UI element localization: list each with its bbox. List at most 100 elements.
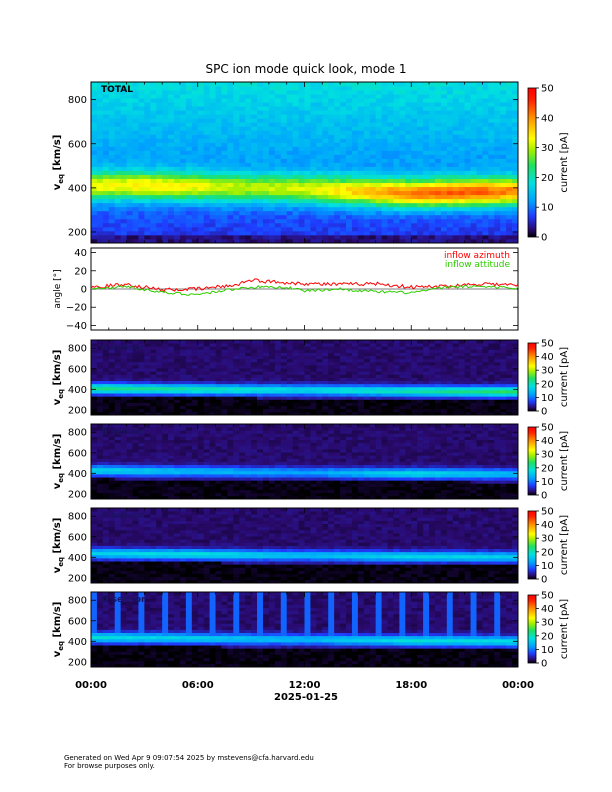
heatmap-cell (393, 194, 400, 200)
heatmap-cell (262, 186, 270, 192)
heatmap-cell (174, 162, 181, 167)
heatmap-cell (209, 352, 216, 357)
heatmap-cell (405, 146, 412, 151)
heatmap-cell (215, 130, 222, 135)
heatmap-cell (126, 210, 133, 216)
heatmap-cell (393, 138, 400, 143)
heatmap-cell (138, 150, 145, 155)
heatmap-cell (411, 393, 418, 397)
heatmap-cell (298, 158, 305, 163)
heatmap-cell (150, 390, 157, 394)
heatmap-cell (482, 402, 489, 407)
heatmap-cell (488, 393, 495, 397)
heatmap-cell (458, 396, 466, 400)
heatmap-cell (322, 190, 329, 196)
heatmap-cell (274, 86, 282, 91)
heatmap-cell (91, 198, 98, 204)
heatmap-cell (239, 396, 246, 400)
heatmap-cell (132, 202, 139, 208)
heatmap-cell (440, 380, 448, 385)
heatmap-cell (126, 358, 133, 363)
heatmap-cell (417, 352, 424, 357)
heatmap-cell (280, 170, 288, 175)
heatmap-cell (411, 402, 418, 407)
heatmap-cell (494, 343, 501, 347)
heatmap-cell (286, 194, 294, 200)
heatmap-cell (298, 399, 305, 403)
heatmap-cell (150, 214, 157, 220)
heatmap-cell (304, 170, 311, 175)
heatmap-cell (132, 230, 139, 236)
heatmap-cell (179, 134, 187, 139)
heatmap-cell (262, 114, 270, 119)
heatmap-cell (375, 146, 382, 151)
heatmap-cell (280, 122, 288, 127)
heatmap-cell (316, 226, 323, 232)
heatmap-cell (476, 94, 483, 99)
heatmap-cell (227, 377, 234, 382)
heatmap-cell (257, 399, 264, 403)
heatmap-cell (482, 390, 489, 394)
heatmap-cell (96, 361, 104, 366)
heatmap-cell (500, 90, 507, 95)
heatmap-cell (91, 486, 98, 491)
colorbar-label: current [pA] (559, 347, 570, 407)
heatmap-cell (150, 170, 157, 175)
heatmap-cell (245, 102, 252, 107)
heatmap-cell (91, 424, 98, 428)
heatmap-cell (174, 358, 181, 363)
heatmap-cell (405, 102, 412, 107)
heatmap-cell (316, 210, 323, 216)
heatmap-cell (286, 210, 294, 216)
heatmap-cell (393, 222, 400, 228)
heatmap-cell (429, 340, 436, 344)
heatmap-cell (215, 383, 222, 388)
heatmap-cell (108, 194, 116, 200)
heatmap-cell (185, 154, 193, 159)
heatmap-cell (274, 386, 282, 391)
heatmap-cell (185, 218, 193, 224)
heatmap-cell (381, 411, 388, 416)
heatmap-cell (494, 90, 501, 95)
heatmap-cell (399, 226, 406, 232)
heatmap-cell (108, 146, 116, 151)
heatmap-cell (114, 402, 122, 407)
heatmap-cell (346, 182, 353, 188)
heatmap-cell (102, 467, 110, 472)
heatmap-cell (150, 402, 157, 407)
heatmap-cell (221, 238, 228, 244)
heatmap-cell (221, 118, 228, 123)
heatmap-cell (446, 352, 454, 357)
heatmap-cell (399, 162, 406, 167)
heatmap-cell (233, 146, 240, 151)
heatmap-cell (274, 349, 282, 353)
heatmap-cell (102, 380, 110, 385)
heatmap-cell (144, 486, 151, 491)
heatmap-cell (233, 166, 240, 171)
heatmap-cell (387, 162, 394, 167)
heatmap-cell (452, 358, 460, 363)
heatmap-cell (393, 340, 400, 344)
heatmap-cell (239, 371, 246, 375)
heatmap-cell (191, 358, 199, 363)
heatmap-cell (446, 396, 454, 400)
heatmap-cell (209, 102, 216, 107)
heatmap-cell (108, 436, 116, 441)
heatmap-cell (227, 390, 234, 394)
heatmap-cell (203, 346, 211, 350)
heatmap-cell (286, 352, 294, 357)
heatmap-cell (363, 118, 371, 123)
heatmap-cell (399, 361, 406, 366)
heatmap-cell (464, 182, 471, 188)
heatmap-cell (150, 150, 157, 155)
heatmap-cell (363, 355, 371, 360)
heatmap-cell (488, 162, 495, 167)
heatmap-cell (251, 194, 258, 200)
heatmap-cell (405, 230, 412, 236)
heatmap-cell (209, 114, 216, 119)
heatmap-cell (91, 408, 98, 413)
heatmap-cell (108, 464, 116, 469)
heatmap-cell (381, 390, 388, 394)
heatmap-cell (429, 130, 436, 135)
heatmap-cell (257, 178, 264, 184)
